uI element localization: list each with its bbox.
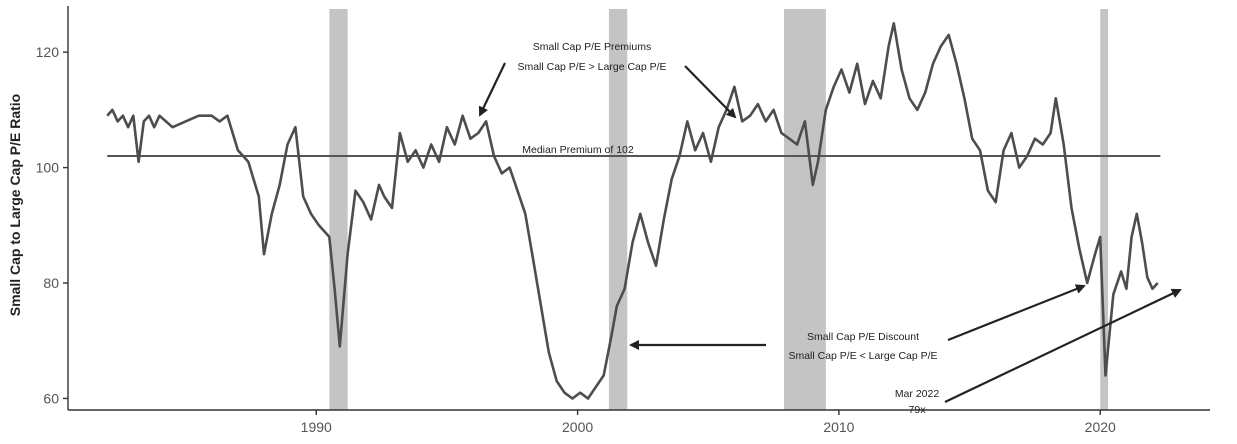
x-ticks: 1990 2000 2010 2020: [301, 410, 1116, 435]
x-tick-label-1990: 1990: [301, 419, 332, 435]
discount-arrow-right: [947, 284, 1086, 342]
recession-band-3: [784, 9, 826, 410]
discount-label-line1: Small Cap P/E Discount: [807, 331, 919, 343]
mar-2022-value: 79x: [909, 404, 927, 416]
mar-2022-label: Mar 2022: [895, 388, 940, 400]
y-tick-label-80: 80: [43, 275, 59, 291]
recession-band-2: [608, 9, 628, 410]
recession-band-1: [329, 9, 348, 410]
discount-label-line2: Small Cap P/E < Large Cap P/E: [788, 350, 937, 362]
y-tick-label-60: 60: [43, 390, 59, 406]
mar-2022-arrow: [944, 288, 1182, 403]
premium-label-line2: Small Cap P/E > Large Cap P/E: [517, 61, 666, 73]
median-label: Median Premium of 102: [522, 144, 634, 156]
recession-band-4: [1100, 9, 1109, 410]
y-axis-label: Small Cap to Large Cap P/E Ratio: [7, 94, 23, 317]
x-tick-label-2020: 2020: [1085, 419, 1116, 435]
y-ticks: 60 80 100 120: [36, 44, 68, 406]
premium-arrow-right: [684, 65, 737, 119]
series-line: [106, 22, 1159, 400]
recession-bands: [329, 9, 1109, 410]
x-tick-label-2010: 2010: [823, 419, 854, 435]
premium-label-line1: Small Cap P/E Premiums: [533, 41, 651, 53]
y-tick-label-100: 100: [36, 160, 60, 176]
x-tick-label-2000: 2000: [562, 419, 593, 435]
premium-arrow-left: [478, 62, 506, 117]
y-tick-label-120: 120: [36, 44, 60, 60]
